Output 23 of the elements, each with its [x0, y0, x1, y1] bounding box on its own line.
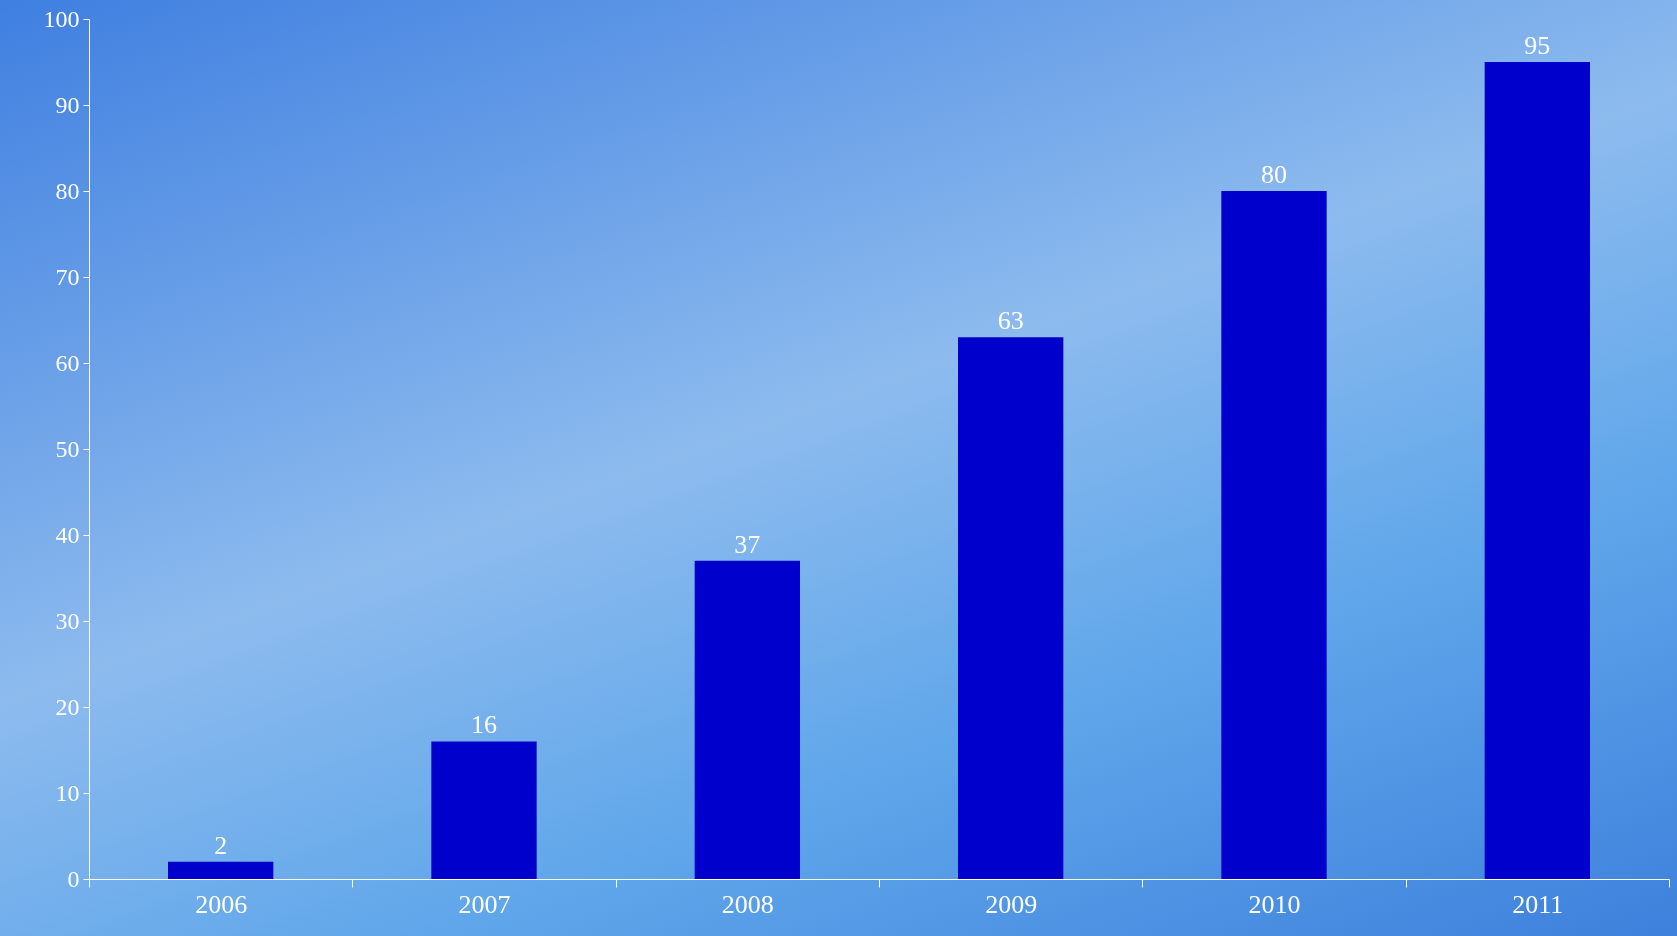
- x-tick-label: 2010: [1248, 889, 1301, 919]
- y-tick-label: 70: [55, 263, 80, 290]
- x-tick-label: 2006: [195, 889, 248, 919]
- x-tick-label: 2007: [458, 889, 511, 919]
- y-tick-label: 30: [55, 607, 80, 634]
- x-tick-label: 2011: [1512, 889, 1564, 919]
- y-tick-label: 80: [55, 177, 80, 204]
- data-label: 16: [471, 710, 497, 740]
- data-label: 2: [214, 830, 228, 860]
- data-label: 95: [1524, 31, 1551, 60]
- data-label: 80: [1261, 160, 1287, 189]
- data-label: 37: [734, 529, 761, 559]
- x-tick-label: 2008: [721, 889, 774, 919]
- y-tick-label: 60: [55, 349, 80, 376]
- y-tick-label: 0: [67, 865, 80, 892]
- data-label: 63: [997, 306, 1024, 336]
- x-tick-label: 2009: [985, 889, 1038, 919]
- y-tick-label: 40: [55, 521, 80, 548]
- y-tick-label: 10: [55, 779, 80, 806]
- y-tick-label: 20: [55, 693, 80, 720]
- y-tick-label: 100: [43, 5, 80, 32]
- y-tick-label: 50: [55, 435, 80, 462]
- y-tick-label: 90: [55, 91, 80, 118]
